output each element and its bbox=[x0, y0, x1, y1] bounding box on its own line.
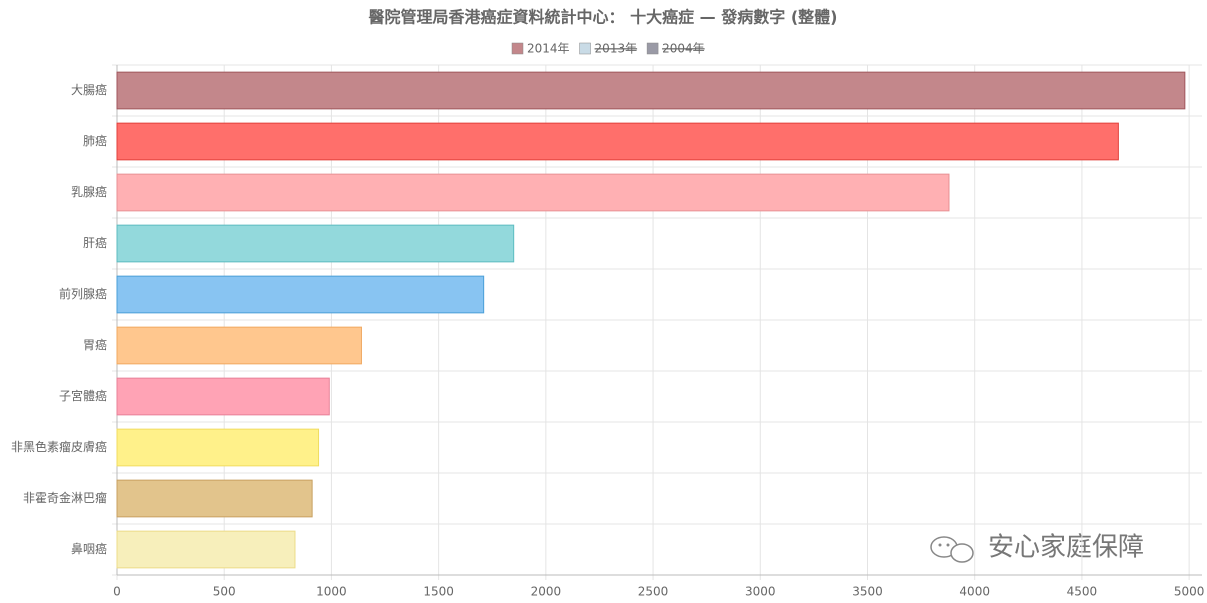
x-tick-label: 1000 bbox=[316, 585, 347, 599]
bar bbox=[116, 428, 320, 467]
y-tick-label: 鼻咽癌 bbox=[71, 541, 107, 556]
legend-label: 2014年 bbox=[527, 42, 570, 56]
y-tick-label: 非黑色素瘤皮膚癌 bbox=[11, 439, 107, 454]
bar bbox=[116, 173, 950, 212]
bar bbox=[116, 71, 1186, 110]
x-tick-label: 0 bbox=[113, 585, 121, 599]
bar bbox=[116, 326, 362, 365]
y-tick-label: 乳腺癌 bbox=[71, 184, 107, 199]
x-tick-label: 1500 bbox=[423, 585, 454, 599]
bar bbox=[116, 530, 296, 569]
y-tick-label: 胃癌 bbox=[83, 337, 107, 352]
legend-swatch bbox=[646, 42, 659, 55]
legend-label: 2004年 bbox=[662, 42, 705, 56]
x-tick-label: 4000 bbox=[959, 585, 990, 599]
bar bbox=[116, 377, 330, 416]
y-tick-label: 非霍奇金淋巴瘤 bbox=[23, 490, 107, 505]
legend-swatch bbox=[511, 42, 524, 55]
x-tick-label: 500 bbox=[213, 585, 236, 599]
y-tick-label: 大腸癌 bbox=[71, 82, 107, 97]
legend-label: 2013年 bbox=[595, 42, 638, 56]
x-tick-label: 3000 bbox=[745, 585, 776, 599]
watermark-icon bbox=[930, 536, 974, 563]
legend-swatch bbox=[579, 42, 591, 55]
y-tick-label: 肺癌 bbox=[83, 133, 107, 148]
y-tick-label: 子宮體癌 bbox=[59, 388, 107, 403]
x-tick-label: 2500 bbox=[638, 585, 669, 599]
bar bbox=[116, 224, 515, 263]
x-tick-label: 4500 bbox=[1067, 585, 1098, 599]
bar bbox=[116, 275, 485, 314]
bar bbox=[116, 479, 313, 518]
bar bbox=[116, 122, 1119, 161]
x-tick-label: 3500 bbox=[852, 585, 883, 599]
y-tick-label: 前列腺癌 bbox=[59, 286, 107, 301]
x-tick-label: 2000 bbox=[531, 585, 562, 599]
x-tick-label: 5000 bbox=[1174, 585, 1205, 599]
watermark: 安心家庭保障 bbox=[988, 533, 1144, 563]
y-tick-label: 肝癌 bbox=[83, 235, 107, 250]
chart-title: 醫院管理局香港癌症資料統計中心： 十大癌症 — 發病數字 (整體) bbox=[369, 8, 838, 27]
